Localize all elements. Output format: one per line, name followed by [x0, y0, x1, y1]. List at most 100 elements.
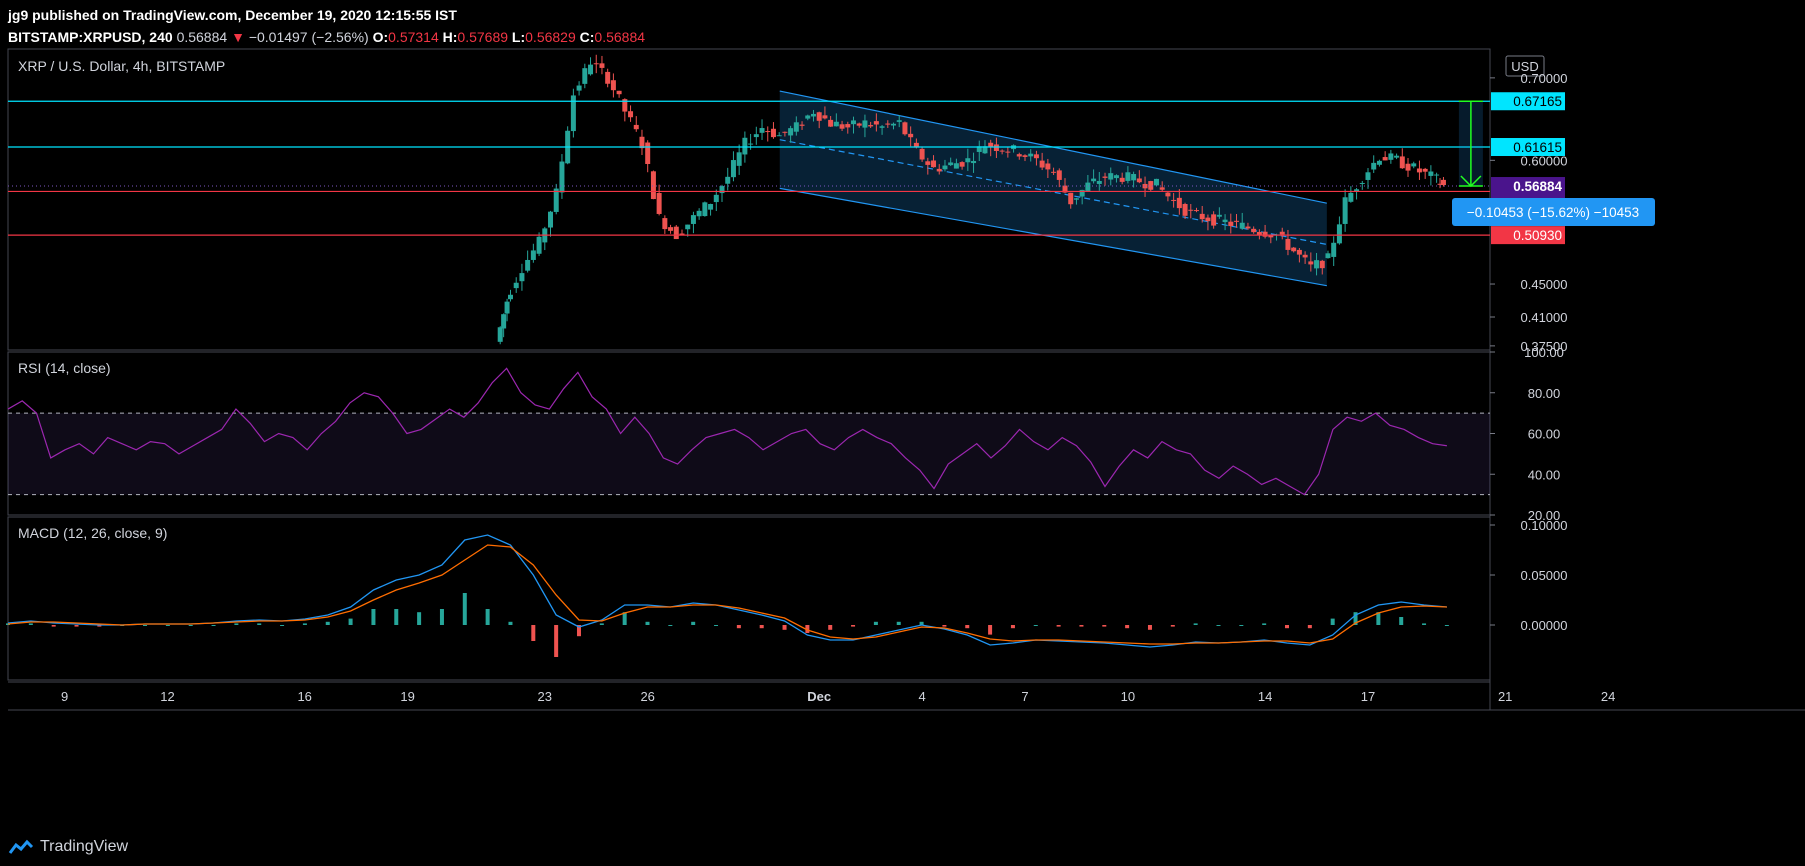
candle-body [1085, 182, 1091, 192]
macd-histogram-bar [417, 612, 422, 625]
x-tick-label: 16 [297, 689, 311, 704]
candle-body [1211, 214, 1217, 226]
macd-histogram-bar [143, 625, 148, 626]
macd-histogram-bar [1330, 618, 1335, 625]
price-tick-label: 0.41000 [1521, 310, 1568, 325]
candle-body [873, 121, 879, 125]
candle-body [1228, 221, 1234, 227]
macd-histogram-bar [188, 625, 193, 626]
footer-brand[interactable]: TradingView [8, 838, 128, 856]
open-value: 0.57314 [388, 29, 439, 45]
x-tick-label: 4 [918, 689, 925, 704]
candle-body [1394, 155, 1400, 158]
candle-body [668, 227, 674, 231]
macd-histogram-bar [302, 623, 307, 625]
candle-body [1028, 153, 1034, 157]
candle-body [1376, 160, 1382, 165]
candle-body [622, 99, 628, 112]
candle-body [1331, 242, 1337, 257]
candle-body [1411, 163, 1417, 167]
candle-body [1136, 178, 1142, 183]
macd-histogram-bar [1170, 625, 1175, 627]
macd-histogram-bar [805, 625, 810, 633]
candle-body [845, 124, 851, 128]
macd-tick-label: 0.00000 [1521, 618, 1568, 633]
candle-body [788, 128, 794, 136]
channel-fill [779, 91, 1327, 286]
candle-body [616, 90, 622, 95]
candle-body [959, 162, 965, 167]
candle-body [662, 218, 668, 230]
candle-body [582, 68, 588, 84]
change: −0.01497 (−2.56%) [248, 29, 369, 45]
candle-body [925, 161, 931, 165]
level-label: 0.61615 [1513, 140, 1562, 155]
candle-body [1354, 189, 1360, 192]
candle-body [868, 125, 874, 127]
price-tick-label: 0.60000 [1521, 153, 1568, 168]
candle-body [513, 282, 519, 289]
candle-body [1073, 198, 1079, 200]
macd-histogram-bar [508, 621, 513, 625]
candle-body [753, 134, 759, 138]
x-tick-label: 14 [1258, 689, 1272, 704]
candle-body [736, 152, 742, 166]
macd-histogram-bar [1125, 625, 1130, 629]
candle-body [1348, 192, 1354, 202]
macd-histogram-bar [280, 625, 285, 626]
candle-body [936, 168, 942, 172]
candle-body [1388, 153, 1394, 160]
macd-histogram-bar [668, 625, 673, 626]
candle-body [1382, 157, 1388, 161]
candle-body [536, 236, 542, 254]
macd-histogram-bar [1193, 623, 1198, 625]
candle-body [525, 259, 531, 271]
macd-histogram-bar [165, 625, 170, 626]
candle-body [1371, 162, 1377, 170]
candle-body [1091, 178, 1097, 182]
x-tick-label: 17 [1361, 689, 1375, 704]
candle-body [1051, 171, 1057, 173]
candle-body [1199, 213, 1205, 220]
measure-tooltip-bg [1452, 198, 1655, 227]
candle-body [1416, 168, 1422, 173]
candle-body [576, 85, 582, 91]
candle-body [1422, 168, 1428, 172]
macd-histogram-bar [1353, 612, 1358, 625]
x-tick-label: 7 [1021, 689, 1028, 704]
tradingview-logo-icon [8, 839, 34, 854]
candle-body [1239, 222, 1245, 229]
x-tick-label: 9 [61, 689, 68, 704]
candle-body [1325, 253, 1331, 259]
candle-body [519, 273, 525, 282]
candle-body [1434, 174, 1440, 176]
candle-body [1068, 192, 1074, 205]
candle-body [1336, 224, 1342, 244]
candle-body [1108, 173, 1114, 180]
level-label: 0.50930 [1513, 228, 1562, 243]
rsi-band-fill [8, 413, 1490, 495]
candle-body [879, 126, 885, 128]
candle-body [1268, 235, 1274, 238]
candle-body [742, 137, 748, 155]
candle-body [1131, 174, 1137, 181]
candle-body [1428, 171, 1434, 176]
candle-body [1205, 217, 1211, 222]
candle-body [1256, 231, 1262, 235]
candle-body [942, 165, 948, 170]
candle-body [1125, 172, 1131, 181]
macd-histogram-bar [1399, 617, 1404, 625]
candle-body [497, 327, 503, 342]
candle-body [639, 136, 645, 149]
candle-body [896, 120, 902, 122]
macd-histogram-bar [97, 625, 102, 627]
candle-body [1159, 187, 1165, 190]
candle-body [891, 123, 897, 126]
candle-body [1251, 228, 1257, 233]
x-tick-label: 12 [160, 689, 174, 704]
candle-body [839, 124, 845, 129]
candle-body [799, 124, 805, 126]
candle-body [1285, 238, 1291, 250]
candle-body [1296, 249, 1302, 255]
